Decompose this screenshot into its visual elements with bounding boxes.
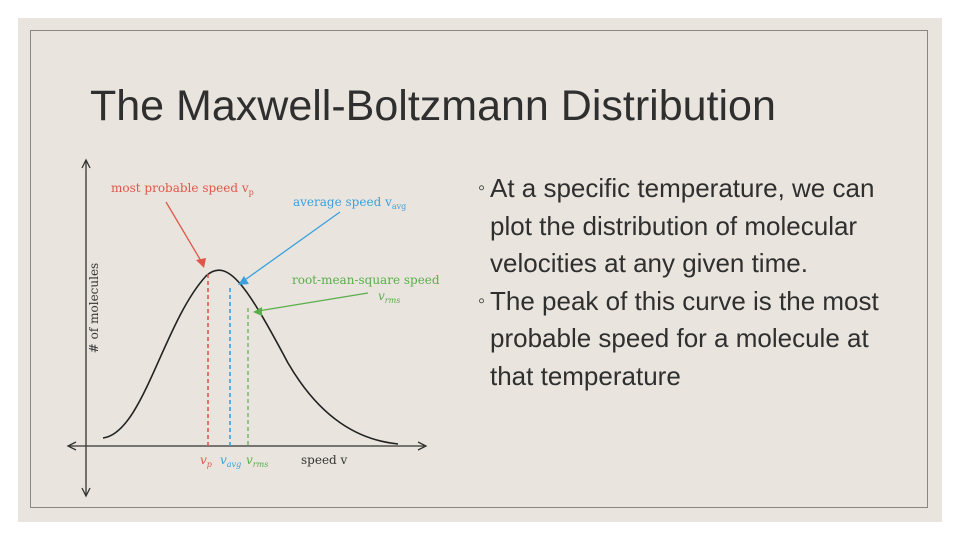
rms-speed-symbol: vrms <box>378 289 400 305</box>
most-probable-text: most probable speed v <box>111 181 249 195</box>
rms-symbol: v <box>378 289 385 303</box>
average-arrowhead <box>238 276 249 285</box>
average-speed-label: average speed vavg <box>293 195 406 211</box>
rms-symbol-subscript: rms <box>385 296 401 305</box>
x-axis-arrow-right <box>417 441 428 451</box>
slide-border <box>30 30 928 508</box>
page-title: The Maxwell-Boltzmann Distribution <box>90 82 776 130</box>
tick-label-vp: vp <box>200 453 212 469</box>
most-probable-arrow <box>165 201 205 267</box>
average-arrow <box>241 211 341 283</box>
rms-speed-label: root-mean-square speed <box>292 273 440 287</box>
most-probable-subscript: p <box>249 188 254 197</box>
bullet-marker-2: ◦ <box>478 289 486 312</box>
tick-vp-symbol: v <box>200 453 207 467</box>
y-axis-label: # of molecules <box>87 263 101 353</box>
tick-label-vrms: vrms <box>246 453 268 469</box>
tick-vavg-symbol: v <box>220 453 227 467</box>
diagram-svg: # of molecules most probable speed vp av… <box>66 158 440 498</box>
bullet-text-1: At a specific temperature, we can plot t… <box>490 173 875 278</box>
slide: The Maxwell-Boltzmann Distribution # of … <box>18 18 942 522</box>
x-axis-arrow-left <box>66 441 77 451</box>
maxwell-boltzmann-diagram: # of molecules most probable speed vp av… <box>58 148 458 518</box>
rms-arrowhead <box>253 307 262 316</box>
average-speed-text: average speed v <box>293 195 392 209</box>
average-speed-subscript: avg <box>392 202 406 211</box>
most-probable-arrowhead <box>196 258 206 268</box>
tick-vp-subscript: p <box>207 460 212 469</box>
bullet-item-2: ◦ The peak of this curve is the most pro… <box>474 283 914 396</box>
tick-vavg-subscript: avg <box>227 460 241 469</box>
tick-label-vavg: vavg <box>220 453 241 469</box>
y-axis-arrow-top <box>81 158 91 169</box>
y-axis-arrow-bottom <box>81 487 91 498</box>
bullet-list: ◦ At a specific temperature, we can plot… <box>474 170 914 395</box>
bullet-text-2: The peak of this curve is the most proba… <box>490 285 879 391</box>
tick-vrms-subscript: rms <box>253 460 269 469</box>
bullet-marker-1: ◦ <box>478 177 486 199</box>
distribution-curve <box>102 269 399 445</box>
rms-arrow <box>257 292 369 312</box>
bullet-item-1: ◦ At a specific temperature, we can plot… <box>474 170 914 283</box>
most-probable-label: most probable speed vp <box>111 181 254 197</box>
tick-vrms-symbol: v <box>246 453 253 467</box>
x-axis-label: speed v <box>301 453 348 467</box>
